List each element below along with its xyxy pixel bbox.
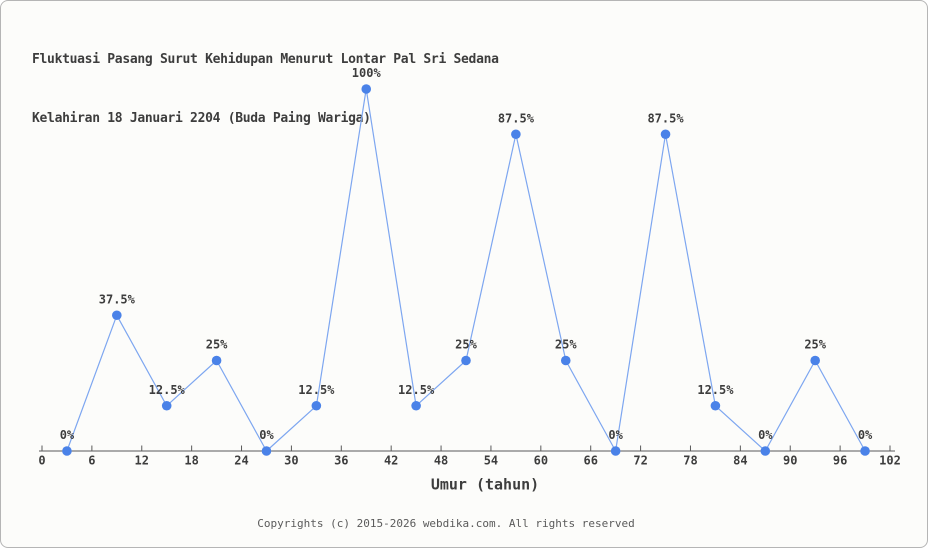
x-tick-label: 36 — [334, 454, 348, 468]
x-tick-label: 6 — [88, 454, 95, 468]
x-tick-label: 90 — [783, 454, 797, 468]
x-tick-label: 12 — [135, 454, 149, 468]
data-point — [211, 355, 222, 366]
data-point-label: 12.5% — [398, 383, 435, 397]
chart-title-line2: Kelahiran 18 Januari 2204 (Buda Paing Wa… — [32, 110, 371, 126]
data-point-label: 37.5% — [99, 292, 136, 306]
data-point-label: 0% — [758, 428, 773, 442]
x-tick-label: 102 — [879, 454, 901, 468]
chart-title-line1: Fluktuasi Pasang Surut Kehidupan Menurut… — [32, 52, 499, 67]
x-tick-label: 0 — [38, 454, 45, 468]
data-point-label: 0% — [259, 428, 274, 442]
x-tick-label: 96 — [833, 454, 847, 468]
data-point-label: 87.5% — [647, 111, 684, 125]
data-point — [810, 355, 820, 366]
data-point — [760, 446, 771, 456]
data-point-label: 12.5% — [149, 383, 186, 397]
x-tick-label: 84 — [733, 454, 747, 468]
x-tick-label: 54 — [484, 454, 498, 468]
data-point — [560, 355, 571, 366]
x-tick-label: 48 — [434, 454, 448, 468]
data-point — [411, 400, 421, 411]
x-tick-label: 18 — [184, 454, 198, 468]
x-tick-label: 42 — [384, 454, 398, 468]
chart-title: Fluktuasi Pasang Surut Kehidupan Menurut… — [32, 11, 499, 167]
data-point — [860, 446, 870, 456]
data-point — [161, 400, 172, 411]
data-point — [311, 400, 322, 411]
data-point-label: 25% — [206, 338, 228, 352]
data-point-label: 25% — [555, 338, 577, 352]
data-point — [511, 129, 521, 140]
x-tick-label: 30 — [284, 454, 298, 468]
x-axis-title: Umur (tahun) — [431, 476, 539, 494]
data-point — [660, 129, 671, 140]
data-point-label: 0% — [858, 428, 873, 442]
data-point — [461, 355, 471, 366]
x-tick-label: 78 — [683, 454, 697, 468]
x-tick-label: 72 — [633, 454, 647, 468]
x-tick-label: 24 — [234, 454, 248, 468]
data-point-label: 12.5% — [298, 383, 335, 397]
data-point-label: 12.5% — [697, 383, 734, 397]
data-point — [610, 446, 621, 456]
data-point — [261, 446, 272, 456]
data-point-label: 0% — [60, 428, 75, 442]
data-point-label: 25% — [455, 338, 477, 352]
x-tick-label: 66 — [583, 454, 597, 468]
data-point-label: 0% — [608, 428, 623, 442]
x-tick-label: 60 — [534, 454, 548, 468]
data-point-label: 87.5% — [498, 111, 535, 125]
copyright-text: Copyrights (c) 2015-2026 webdika.com. Al… — [257, 517, 635, 530]
data-point — [710, 400, 721, 411]
data-point — [361, 84, 372, 94]
data-point — [62, 446, 72, 456]
data-point-label: 100% — [352, 66, 382, 80]
series-line — [66, 88, 866, 452]
data-point-label: 25% — [804, 338, 826, 352]
data-point — [112, 310, 122, 321]
